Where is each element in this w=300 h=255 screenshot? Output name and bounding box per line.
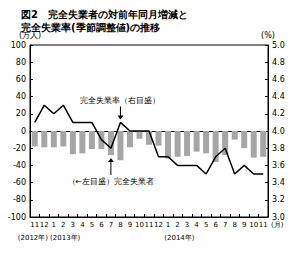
svg-text:3.8: 3.8 [272, 144, 285, 153]
svg-text:5: 5 [90, 221, 94, 229]
svg-text:-20: -20 [13, 144, 26, 153]
svg-text:8: 8 [118, 221, 122, 229]
svg-text:11: 11 [30, 221, 39, 229]
svg-text:2: 2 [175, 221, 179, 229]
svg-text:完全失業率(季節調整値)の推移: 完全失業率(季節調整値)の推移 [21, 22, 160, 33]
svg-text:(2013年): (2013年) [50, 234, 81, 242]
svg-text:3.4: 3.4 [272, 178, 285, 187]
svg-text:-80: -80 [13, 195, 26, 204]
svg-text:12: 12 [154, 221, 163, 229]
svg-text:0: 0 [21, 127, 26, 136]
svg-text:4: 4 [80, 221, 85, 229]
svg-text:(%): (%) [261, 31, 275, 40]
svg-text:40: 40 [16, 92, 26, 101]
svg-text:4.4: 4.4 [272, 92, 285, 101]
svg-text:6: 6 [99, 221, 104, 229]
svg-text:3: 3 [185, 221, 189, 229]
svg-text:-100: -100 [8, 213, 26, 222]
svg-text:-60: -60 [13, 178, 26, 187]
svg-text:80: 80 [16, 58, 26, 67]
svg-text:1: 1 [166, 221, 170, 229]
svg-text:4.2: 4.2 [272, 109, 285, 118]
svg-text:100: 100 [11, 41, 26, 50]
svg-text:3.6: 3.6 [272, 161, 285, 170]
svg-text:6: 6 [213, 221, 218, 229]
svg-text:4.6: 4.6 [272, 75, 285, 84]
svg-text:4: 4 [194, 221, 199, 229]
svg-text:2: 2 [61, 221, 65, 229]
svg-text:（←左目盛）完全失業者: （←左目盛）完全失業者 [68, 177, 155, 186]
svg-text:(月): (月) [271, 221, 284, 229]
svg-text:(2014年): (2014年) [164, 234, 195, 242]
svg-text:10: 10 [135, 221, 144, 229]
svg-text:5.0: 5.0 [272, 41, 285, 50]
svg-text:(2012年): (2012年) [18, 234, 49, 242]
svg-text:10: 10 [249, 221, 258, 229]
svg-text:3: 3 [71, 221, 75, 229]
svg-text:4.0: 4.0 [272, 127, 285, 136]
svg-text:11: 11 [259, 221, 268, 229]
svg-text:1: 1 [52, 221, 56, 229]
svg-text:7: 7 [109, 221, 113, 229]
svg-text:図2 完全失業者の対前年同月増減と: 図2 完全失業者の対前年同月増減と [21, 9, 188, 20]
svg-text:12: 12 [40, 221, 49, 229]
svg-text:20: 20 [16, 109, 26, 118]
svg-text:7: 7 [223, 221, 227, 229]
svg-text:完全失業率（右目盛）: 完全失業率（右目盛） [80, 96, 160, 105]
svg-text:9: 9 [242, 221, 246, 229]
svg-text:8: 8 [232, 221, 236, 229]
svg-text:9: 9 [128, 221, 132, 229]
svg-text:60: 60 [16, 75, 26, 84]
svg-text:-40: -40 [13, 161, 26, 170]
svg-text:4.8: 4.8 [272, 58, 285, 67]
svg-text:3.2: 3.2 [272, 195, 285, 204]
svg-text:5: 5 [204, 221, 208, 229]
svg-text:3.0: 3.0 [272, 213, 285, 222]
svg-text:11: 11 [145, 221, 154, 229]
svg-text:(万人): (万人) [18, 30, 42, 40]
